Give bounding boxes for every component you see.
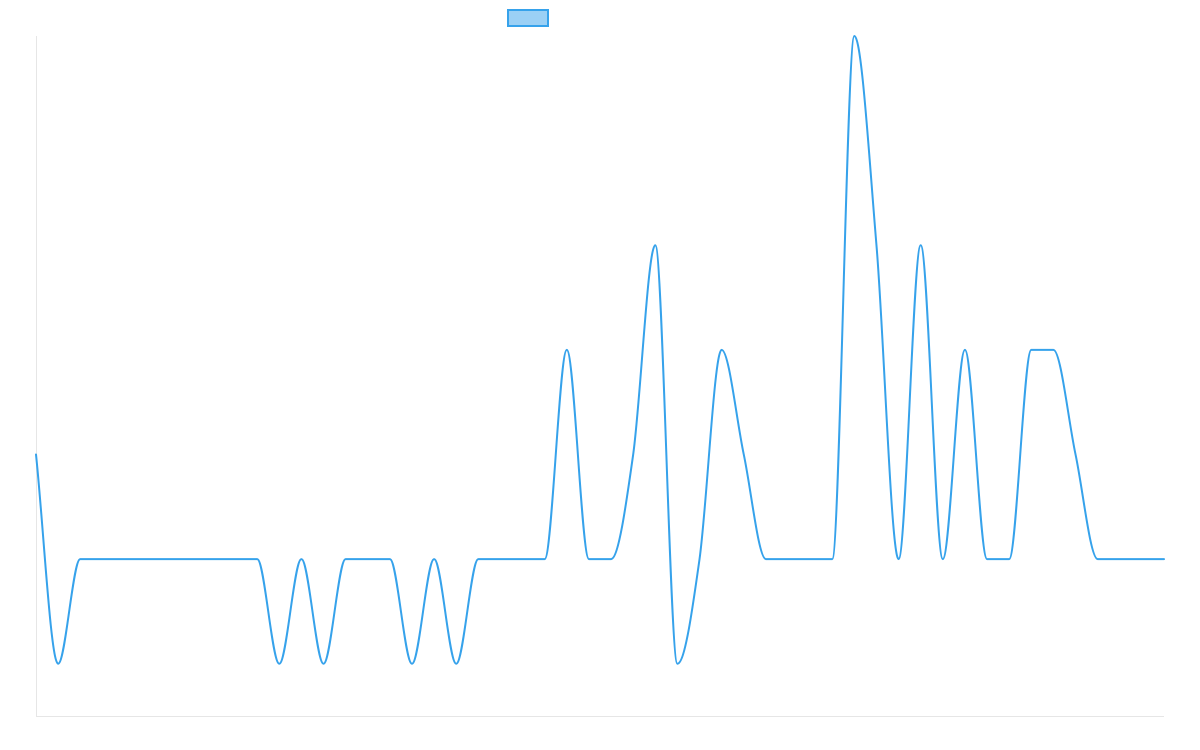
data-point[interactable] bbox=[1050, 347, 1056, 353]
data-point[interactable] bbox=[785, 556, 791, 562]
data-point[interactable] bbox=[497, 556, 503, 562]
data-point[interactable] bbox=[298, 556, 304, 562]
data-point[interactable] bbox=[940, 556, 946, 562]
data-point[interactable] bbox=[431, 556, 437, 562]
data-point[interactable] bbox=[343, 556, 349, 562]
data-point[interactable] bbox=[409, 661, 415, 667]
data-point[interactable] bbox=[984, 556, 990, 562]
data-point[interactable] bbox=[608, 556, 614, 562]
data-point[interactable] bbox=[210, 556, 216, 562]
data-point[interactable] bbox=[1139, 556, 1145, 562]
data-point[interactable] bbox=[564, 347, 570, 353]
data-point[interactable] bbox=[962, 347, 968, 353]
data-point[interactable] bbox=[188, 556, 194, 562]
data-point[interactable] bbox=[763, 556, 769, 562]
data-point[interactable] bbox=[453, 661, 459, 667]
data-point[interactable] bbox=[1028, 347, 1034, 353]
data-point[interactable] bbox=[674, 661, 680, 667]
data-point[interactable] bbox=[99, 556, 105, 562]
data-point[interactable] bbox=[719, 347, 725, 353]
data-point[interactable] bbox=[630, 451, 636, 457]
data-point[interactable] bbox=[475, 556, 481, 562]
data-point[interactable] bbox=[33, 451, 39, 457]
data-point[interactable] bbox=[77, 556, 83, 562]
data-point[interactable] bbox=[232, 556, 238, 562]
data-point[interactable] bbox=[829, 556, 835, 562]
series-layer bbox=[33, 33, 1167, 667]
data-point[interactable] bbox=[851, 33, 857, 39]
data-point[interactable] bbox=[1073, 451, 1079, 457]
data-point[interactable] bbox=[1161, 556, 1167, 562]
data-point[interactable] bbox=[1117, 556, 1123, 562]
series-line[interactable] bbox=[35, 35, 1165, 665]
data-point[interactable] bbox=[520, 556, 526, 562]
data-point[interactable] bbox=[807, 556, 813, 562]
data-point[interactable] bbox=[144, 556, 150, 562]
data-point[interactable] bbox=[166, 556, 172, 562]
data-point[interactable] bbox=[586, 556, 592, 562]
data-point[interactable] bbox=[276, 661, 282, 667]
legend[interactable] bbox=[507, 9, 549, 27]
data-point[interactable] bbox=[873, 242, 879, 248]
data-point[interactable] bbox=[697, 556, 703, 562]
data-point[interactable] bbox=[121, 556, 127, 562]
data-point[interactable] bbox=[321, 661, 327, 667]
data-point[interactable] bbox=[254, 556, 260, 562]
data-point[interactable] bbox=[896, 556, 902, 562]
data-point[interactable] bbox=[542, 556, 548, 562]
data-point[interactable] bbox=[741, 451, 747, 457]
data-point[interactable] bbox=[652, 242, 658, 248]
data-point[interactable] bbox=[55, 661, 61, 667]
data-point[interactable] bbox=[365, 556, 371, 562]
data-point[interactable] bbox=[1095, 556, 1101, 562]
data-point[interactable] bbox=[918, 242, 924, 248]
legend-swatch[interactable] bbox=[507, 9, 549, 27]
data-point[interactable] bbox=[1006, 556, 1012, 562]
data-point[interactable] bbox=[387, 556, 393, 562]
